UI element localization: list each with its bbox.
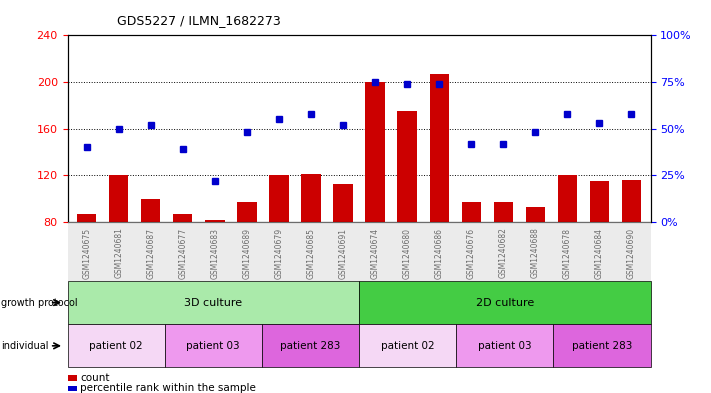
Bar [621,180,641,222]
Bar [365,82,385,222]
Bar [397,111,417,222]
Bar [557,175,577,222]
Text: count: count [80,373,109,383]
Text: 2D culture: 2D culture [476,298,534,308]
Bar [237,202,257,222]
Text: percentile rank within the sample: percentile rank within the sample [80,383,256,393]
Bar [301,174,321,222]
Bar [141,199,161,222]
Bar [77,214,97,222]
Text: 3D culture: 3D culture [184,298,242,308]
Bar [493,202,513,222]
Text: patient 03: patient 03 [186,341,240,351]
Text: patient 03: patient 03 [478,341,532,351]
Bar [429,74,449,222]
Bar [525,207,545,222]
Bar [269,175,289,222]
Bar [461,202,481,222]
Text: patient 283: patient 283 [280,341,341,351]
Text: patient 283: patient 283 [572,341,632,351]
Text: individual: individual [1,341,49,351]
Text: growth protocol: growth protocol [1,298,78,308]
Bar [589,181,609,222]
Bar [173,214,193,222]
Bar [333,184,353,222]
Text: patient 02: patient 02 [381,341,434,351]
Text: patient 02: patient 02 [90,341,143,351]
Bar [205,220,225,222]
Text: GDS5227 / ILMN_1682273: GDS5227 / ILMN_1682273 [117,14,281,27]
Bar [109,175,129,222]
